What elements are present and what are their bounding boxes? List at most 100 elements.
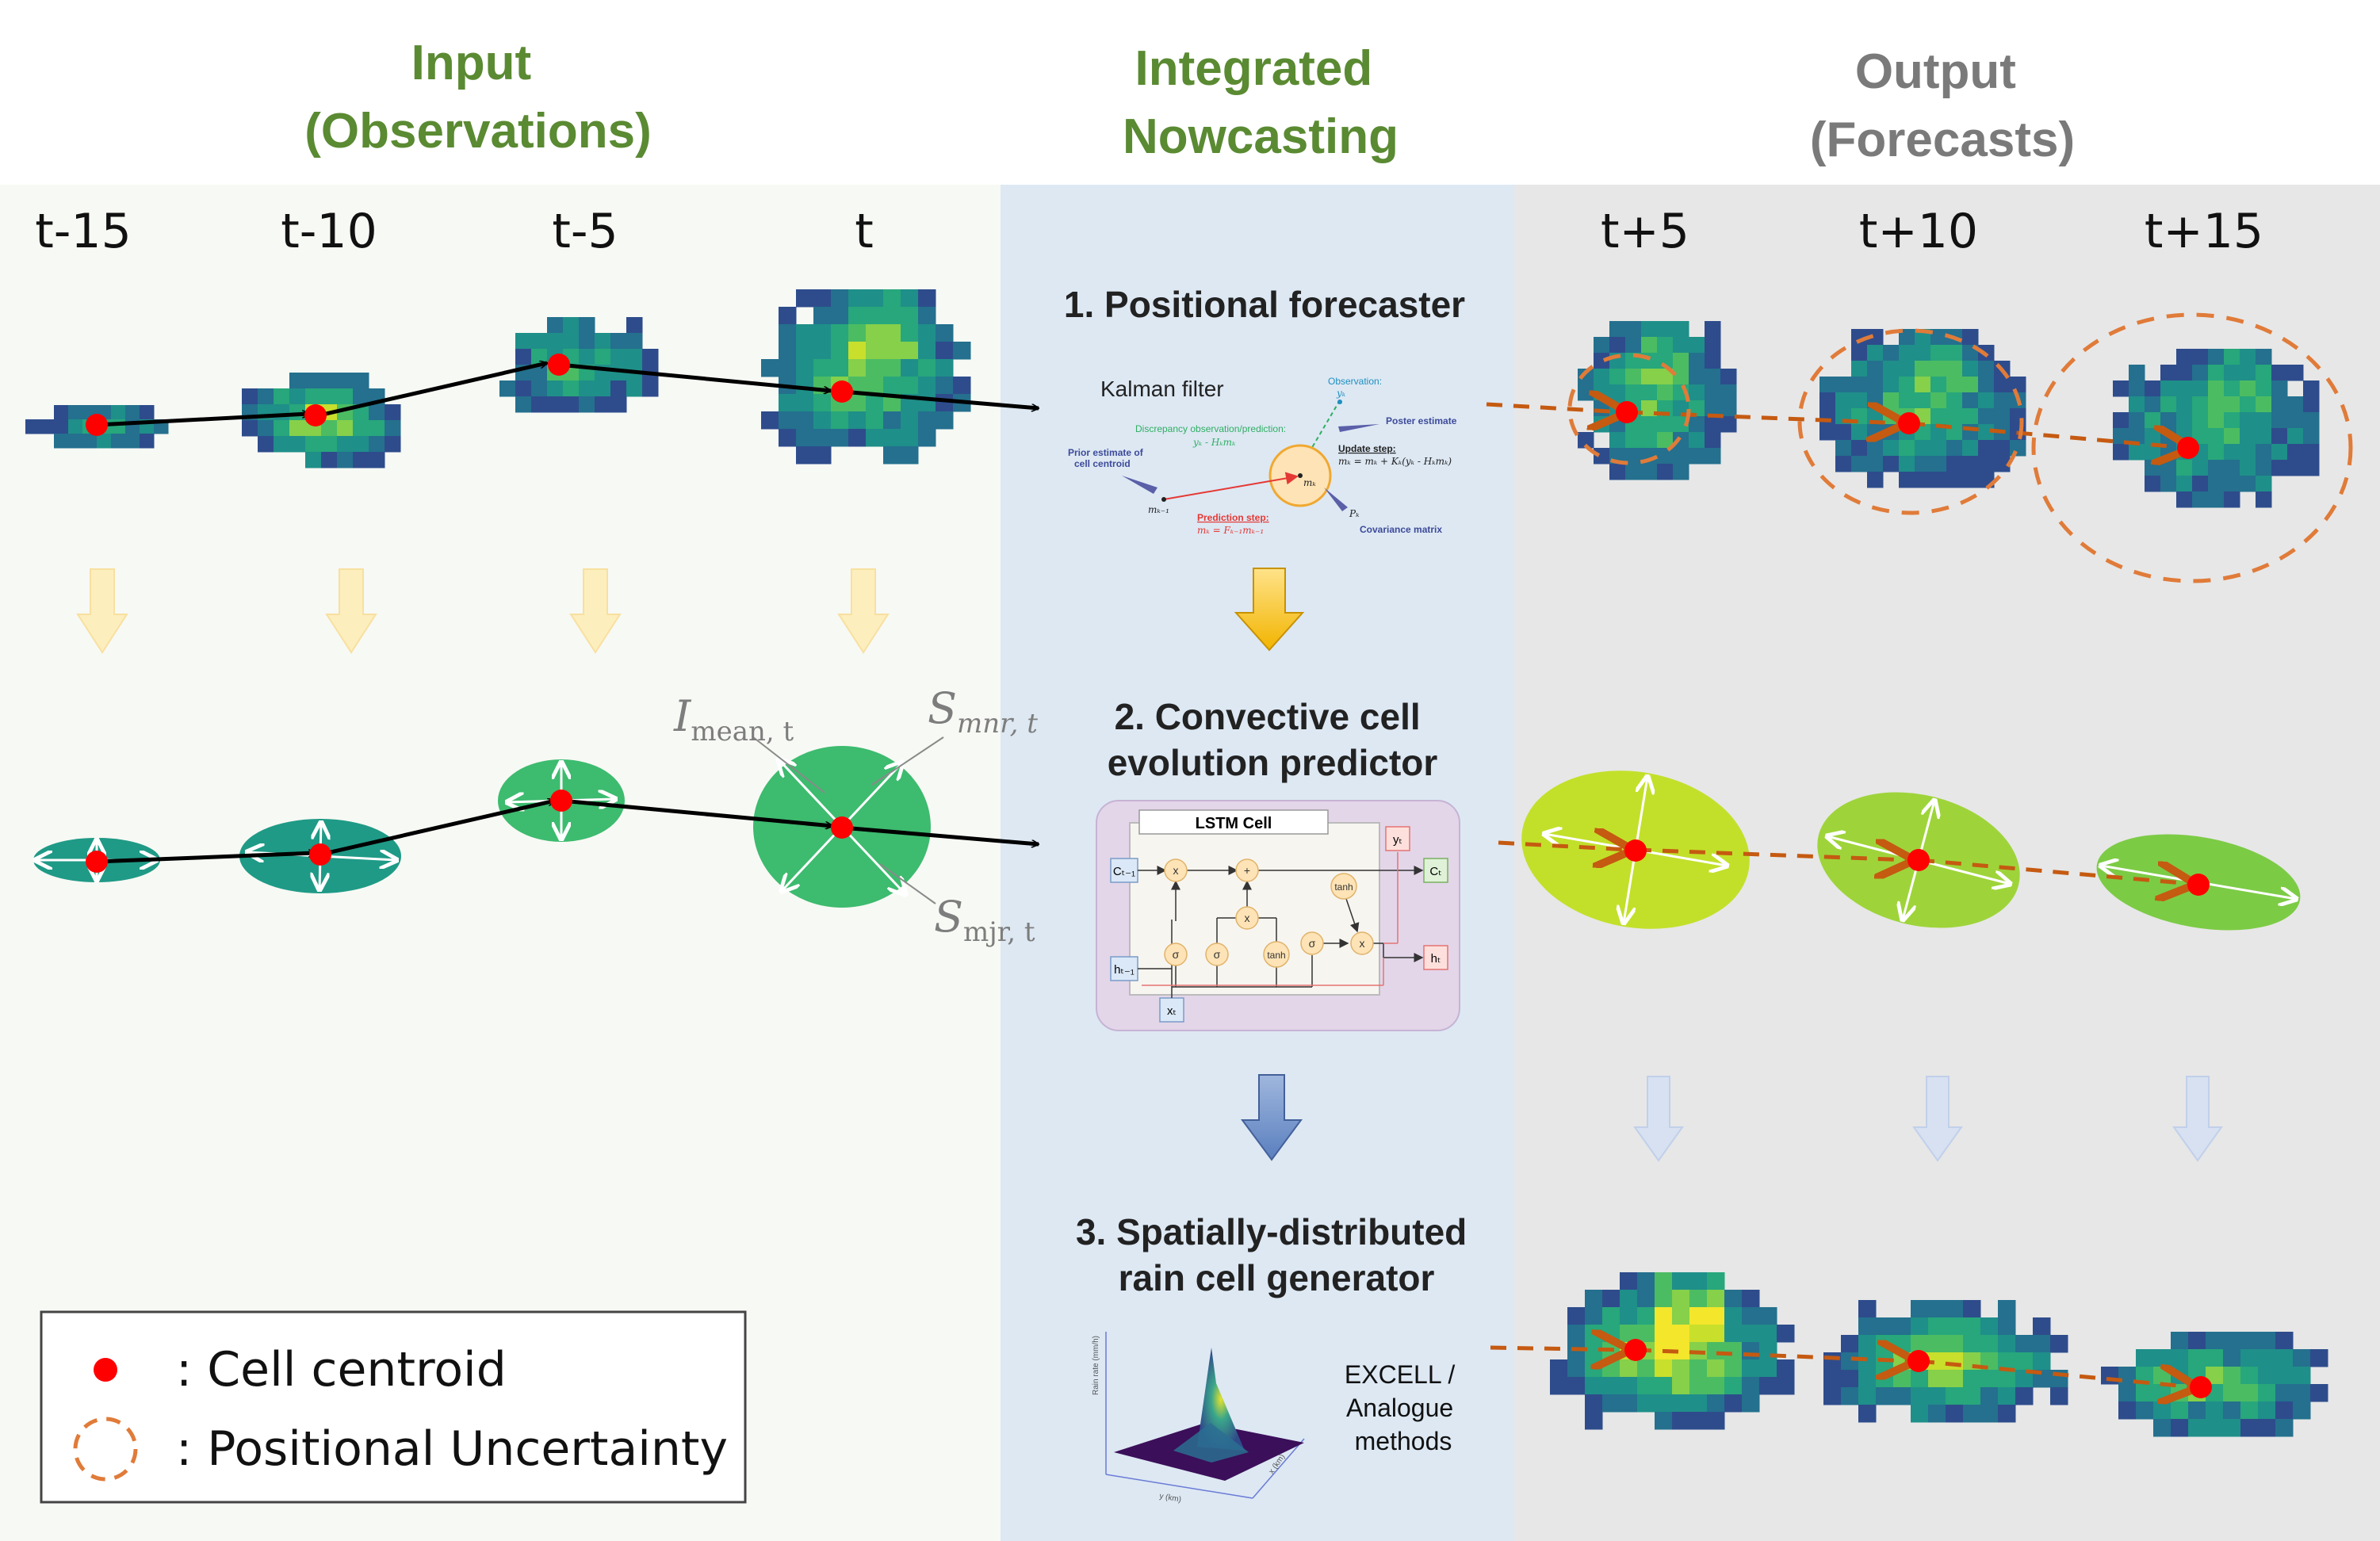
rain-pixel bbox=[2303, 380, 2320, 397]
rain-pixel bbox=[2171, 1401, 2189, 1420]
rain-pixel bbox=[883, 377, 901, 395]
rain-pixel bbox=[258, 388, 274, 405]
rain-pixel bbox=[883, 411, 901, 430]
rain-pixel bbox=[2223, 1367, 2241, 1385]
rain-pixel bbox=[305, 373, 322, 389]
rain-pixel bbox=[813, 411, 832, 430]
rain-pixel bbox=[2224, 412, 2240, 429]
rain-pixel bbox=[1835, 424, 1852, 441]
rain-pixel bbox=[2129, 380, 2145, 397]
rain-pixel bbox=[2129, 428, 2145, 445]
rain-pixel bbox=[2240, 476, 2256, 492]
rain-pixel bbox=[1689, 1412, 1708, 1430]
rain-pixel bbox=[1994, 440, 2011, 457]
rain-pixel bbox=[1835, 392, 1852, 409]
rain-pixel bbox=[883, 394, 901, 412]
rain-pixel bbox=[1637, 1325, 1655, 1343]
rain-pixel bbox=[1867, 329, 1884, 346]
rain-pixel bbox=[563, 317, 580, 334]
rain-pixel bbox=[595, 333, 611, 350]
rain-pixel bbox=[1946, 1370, 1964, 1388]
rain-pixel bbox=[1742, 1325, 1760, 1343]
rain-pixel bbox=[2160, 476, 2177, 492]
rain-pixel bbox=[499, 380, 516, 397]
rain-pixel bbox=[848, 411, 867, 430]
rain-pixel bbox=[1689, 1307, 1708, 1325]
rain-pixel bbox=[831, 411, 849, 430]
rain-pixel bbox=[2136, 1349, 2154, 1367]
rain-pixel bbox=[1657, 416, 1674, 433]
rain-pixel bbox=[2010, 377, 2026, 393]
rain-pixel bbox=[531, 396, 548, 413]
rain-pixel bbox=[515, 333, 532, 350]
rain-pixel bbox=[1657, 432, 1674, 449]
arrow-step1-to-step2 bbox=[1234, 568, 1305, 652]
rain-pixel bbox=[1915, 392, 1931, 409]
rain-pixel bbox=[2240, 412, 2256, 429]
rain-pixel bbox=[547, 396, 564, 413]
rain-pixel bbox=[1585, 1325, 1603, 1343]
rain-pixel bbox=[1928, 1405, 1946, 1423]
rain-pixel bbox=[1946, 345, 1963, 361]
rain-pixel bbox=[626, 380, 643, 397]
rain-pixel bbox=[2176, 460, 2193, 476]
rain-pixel bbox=[2145, 476, 2161, 492]
rain-pixel bbox=[274, 404, 290, 421]
uncertainty-ellipses bbox=[1567, 312, 2353, 583]
rain-pixel bbox=[1915, 361, 1931, 377]
rain-pixel bbox=[2223, 1401, 2241, 1420]
rain-pixel bbox=[2176, 349, 2193, 365]
rain-pixel bbox=[1625, 464, 1642, 480]
rain-pixel bbox=[1946, 1317, 1964, 1336]
rain-pixel bbox=[2113, 380, 2129, 397]
rain-pixel bbox=[1609, 432, 1626, 449]
rain-pixel bbox=[2192, 365, 2209, 381]
rain-pixel bbox=[1655, 1377, 1673, 1395]
rain-pixel bbox=[515, 380, 532, 397]
rain-pixel bbox=[866, 359, 884, 377]
rain-pixel bbox=[2240, 444, 2256, 461]
rain-pixel bbox=[1899, 329, 1915, 346]
rain-pixel bbox=[1705, 416, 1721, 433]
rain-pixel bbox=[2256, 491, 2272, 508]
rain-pixel bbox=[883, 324, 901, 342]
rain-pixel bbox=[2271, 412, 2288, 429]
rain-pixel bbox=[1980, 1405, 1999, 1423]
rain-pixel bbox=[2224, 380, 2240, 397]
rain-pixel bbox=[321, 420, 338, 437]
rain-pixel bbox=[337, 452, 354, 468]
rain-pixel bbox=[1594, 369, 1610, 385]
rain-pixel bbox=[1998, 1405, 2016, 1423]
rain-pixel bbox=[2240, 428, 2256, 445]
rain-pixel bbox=[1724, 1325, 1743, 1343]
rain-pixel bbox=[1867, 440, 1884, 457]
rain-pixel bbox=[813, 394, 832, 412]
rain-pixel bbox=[2303, 428, 2320, 445]
rain-pixel bbox=[1777, 1325, 1795, 1343]
rain-pixel bbox=[848, 394, 867, 412]
rain-pixel bbox=[1962, 392, 1979, 409]
rain-pixel bbox=[1962, 377, 1979, 393]
rain-pixel bbox=[1672, 1325, 1690, 1343]
rain-pixel bbox=[595, 396, 611, 413]
rain-pixel bbox=[2136, 1367, 2154, 1385]
rain-pixel bbox=[1705, 432, 1721, 449]
rain-pixel bbox=[2153, 1349, 2171, 1367]
kalman-pk: Pₖ bbox=[1349, 508, 1360, 519]
rain-pixel bbox=[1705, 337, 1721, 354]
output-down-arrows bbox=[1633, 1076, 2223, 1162]
rain-pixel bbox=[831, 289, 849, 308]
rain-pixel bbox=[1689, 1290, 1708, 1308]
lstm-op-5: σ bbox=[1173, 948, 1180, 961]
rain-pixel bbox=[1946, 1387, 1964, 1405]
rain-pixel bbox=[626, 333, 643, 350]
rain-pixel bbox=[796, 446, 814, 465]
rain-pixel bbox=[1946, 1335, 1964, 1353]
rain-pixel bbox=[1707, 1342, 1725, 1360]
rain-pixel bbox=[2145, 380, 2161, 397]
rain-pixel bbox=[1911, 1317, 1929, 1336]
lstm-h-t: hₜ bbox=[1431, 952, 1441, 966]
rain-pixel bbox=[1609, 464, 1626, 480]
rain-pixel bbox=[1759, 1377, 1777, 1395]
